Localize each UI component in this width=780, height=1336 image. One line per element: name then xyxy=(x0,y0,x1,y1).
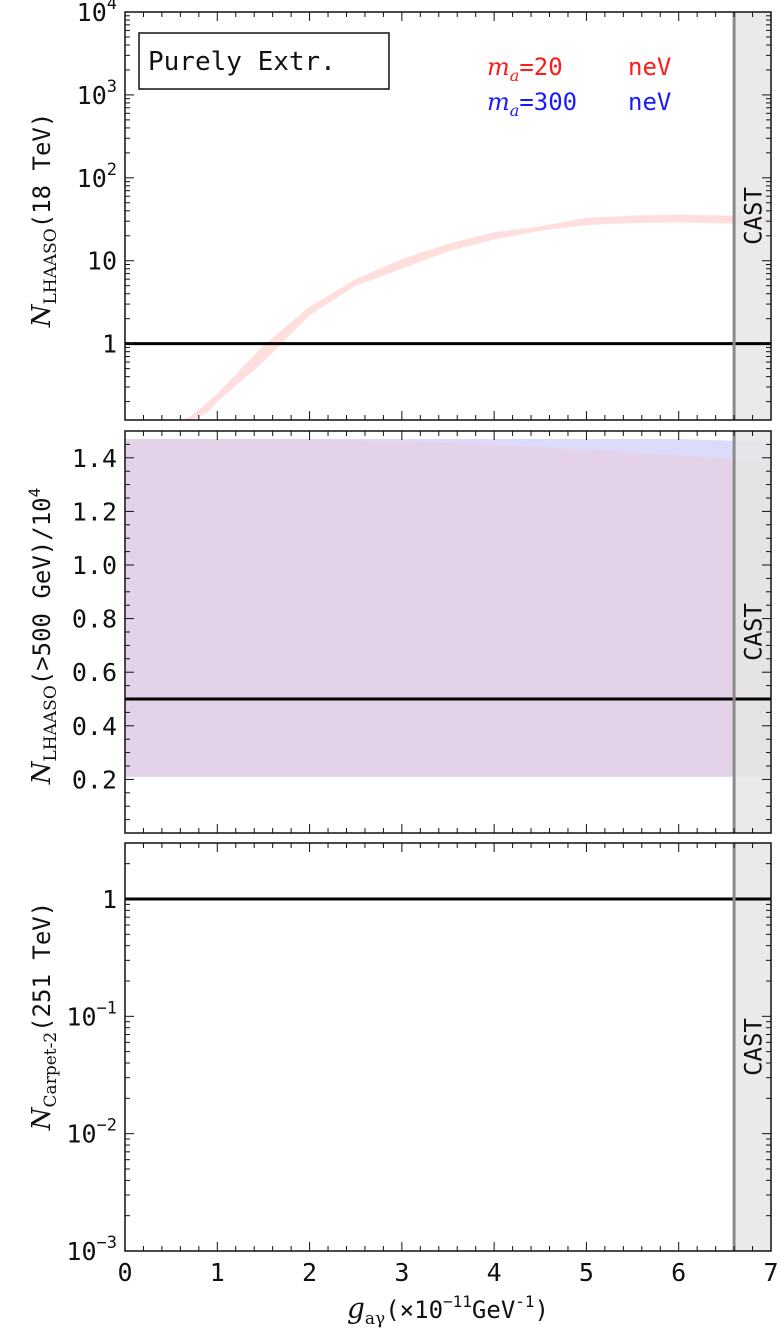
cast-label: CAST xyxy=(740,603,768,661)
panel-plot-area xyxy=(125,431,771,833)
legend-subscript: a xyxy=(510,101,520,120)
legend-symbol: m xyxy=(487,53,510,81)
x-tick-label: 1 xyxy=(210,1258,225,1287)
y-tick-label-base: 10 xyxy=(77,0,107,27)
y-tick-label-base: 10 xyxy=(66,1237,96,1266)
y-tick-label: 10−1 xyxy=(66,998,117,1031)
xlabel-subscript: aγ xyxy=(365,1309,385,1329)
panel-frame xyxy=(124,11,772,421)
legend-unit-20: neV xyxy=(628,53,671,81)
panel-plot-area xyxy=(125,12,771,420)
x-tick-label: 7 xyxy=(763,1258,778,1287)
legend-subscript: a xyxy=(510,66,520,85)
y-tick-label: 104 xyxy=(77,0,117,27)
y-tick-label-base: 10 xyxy=(66,1120,96,1149)
y-tick-label: 10−3 xyxy=(66,1233,117,1266)
y-tick-label-base: 10 xyxy=(77,164,107,193)
panel-label-box: Purely Extr. xyxy=(138,32,390,90)
ylabel-top-subscript: LHAASO xyxy=(41,228,61,304)
y-tick-label: 0.4 xyxy=(72,712,117,741)
legend-value: =300 xyxy=(519,88,577,116)
panel-plot-area xyxy=(125,843,771,1251)
legend: ma=20 neV ma=300 neV xyxy=(487,53,671,120)
ylabel-top: NLHAASO(18 TeV) xyxy=(27,113,61,329)
x-tick-label: 3 xyxy=(394,1258,409,1287)
y-tick-label: 1.4 xyxy=(72,444,117,473)
panels-layer: CAST110102103104CAST0.20.40.60.81.01.21.… xyxy=(66,0,778,1287)
legend-entry-300: ma=300 xyxy=(487,88,577,120)
cast-label: CAST xyxy=(740,187,768,245)
x-tick-label: 0 xyxy=(117,1258,132,1287)
panel-middle: CAST 0.2 0.4 0.6 0.8 1.0 1.2 1.4 xyxy=(72,430,772,834)
ylabel-top-rest: (18 TeV) xyxy=(28,113,56,229)
cast-label: CAST xyxy=(740,1018,768,1076)
xlabel-close: ) xyxy=(535,1296,549,1324)
ylabel-middle-exp: 4 xyxy=(25,488,44,498)
ylabel-bottom-rest: (251 TeV) xyxy=(28,902,56,1032)
y-tick-label-exp: −1 xyxy=(97,998,117,1018)
ylabel-bottom-subscript: Carpet-2 xyxy=(41,1032,61,1108)
band-middle-1 xyxy=(125,439,771,777)
y-tick-label: 10 xyxy=(87,247,117,276)
x-tick-label: 4 xyxy=(487,1258,502,1287)
y-tick-label-exp: 4 xyxy=(107,0,117,14)
y-tick-label: 1 xyxy=(102,885,117,914)
x-tick-label: 2 xyxy=(302,1258,317,1287)
panel-label-text: Purely Extr. xyxy=(148,47,336,77)
y-tick-label: 0.6 xyxy=(72,658,117,687)
xlabel: gaγ(×10−11GeV-1) xyxy=(347,1292,549,1329)
y-tick-label-base: 10 xyxy=(77,81,107,110)
cast-region xyxy=(734,431,771,833)
y-tick-label-exp: −3 xyxy=(97,1233,117,1253)
y-tick-label: 0.8 xyxy=(72,605,117,634)
xlabel-unit-exp: -1 xyxy=(515,1292,534,1311)
ylabel-bottom-symbol: N xyxy=(27,1106,57,1131)
y-tick-label-exp: 3 xyxy=(107,77,117,97)
y-tick-label-base: 10 xyxy=(66,1002,96,1031)
y-tick-label: 1 xyxy=(102,330,117,359)
x-tick-label: 5 xyxy=(579,1258,594,1287)
y-tick-label: 102 xyxy=(77,160,117,193)
ylabel-middle-subscript: LHAASO xyxy=(41,685,61,761)
cast-region xyxy=(734,843,771,1251)
legend-value: =20 xyxy=(519,53,562,81)
ylabel-middle-symbol: N xyxy=(27,760,57,785)
y-tick-label: 0.2 xyxy=(72,765,117,794)
y-tick-label-exp: −2 xyxy=(97,1116,117,1136)
xlabel-symbol: g xyxy=(347,1292,365,1325)
y-tick-label: 1.0 xyxy=(72,551,117,580)
xlabel-unit: GeV xyxy=(472,1296,515,1324)
y-tick-label: 1.2 xyxy=(72,497,117,526)
ylabel-top-symbol: N xyxy=(27,303,57,328)
y-tick-label: 103 xyxy=(77,77,117,110)
panel-frame xyxy=(124,842,772,1252)
x-tick-label: 6 xyxy=(671,1258,686,1287)
legend-unit-300: neV xyxy=(628,88,671,116)
cast-region xyxy=(734,12,771,420)
xlabel-rest: (×10 xyxy=(385,1296,443,1324)
ylabel-middle-rest: (>500 GeV)/10 xyxy=(28,497,56,685)
ylabel-middle: NLHAASO(>500 GeV)/104 xyxy=(25,488,61,786)
band-top-0 xyxy=(180,214,771,420)
xlabel-exp: −11 xyxy=(443,1292,472,1311)
legend-entry-20: ma=20 xyxy=(487,53,563,85)
legend-symbol: m xyxy=(487,88,510,116)
y-tick-label: 10−2 xyxy=(66,1116,117,1149)
y-tick-label-exp: 2 xyxy=(107,160,117,180)
ylabel-bottom: NCarpet-2(251 TeV) xyxy=(27,902,61,1131)
